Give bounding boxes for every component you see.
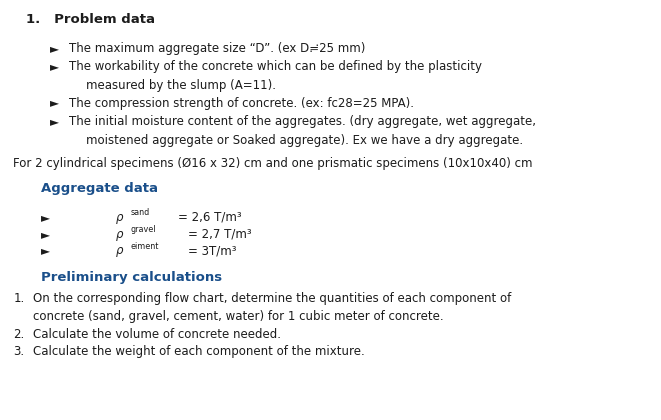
Text: Calculate the volume of concrete needed.: Calculate the volume of concrete needed. [33,328,281,341]
Text: measured by the slump (A=11).: measured by the slump (A=11). [86,79,276,92]
Text: moistened aggregate or Soaked aggregate). Ex we have a dry aggregate.: moistened aggregate or Soaked aggregate)… [86,134,523,147]
Text: 2.: 2. [13,328,24,341]
Text: For 2 cylindrical specimens (Ø16 x 32) cm and one prismatic specimens (10x10x40): For 2 cylindrical specimens (Ø16 x 32) c… [13,157,533,170]
Text: The compression strength of concrete. (ex: fc28=25 MPA).: The compression strength of concrete. (e… [69,97,414,110]
Text: Aggregate data: Aggregate data [41,182,158,195]
Text: = 2,6 T/m³: = 2,6 T/m³ [178,211,242,224]
Text: Preliminary calculations: Preliminary calculations [41,271,222,284]
Text: ►: ► [50,97,59,110]
Text: ρ: ρ [116,244,123,257]
Text: ►: ► [50,115,59,128]
Text: gravel: gravel [130,225,156,234]
Text: ►: ► [50,60,59,74]
Text: ►: ► [50,42,59,55]
Text: concrete (sand, gravel, cement, water) for 1 cubic meter of concrete.: concrete (sand, gravel, cement, water) f… [33,310,444,323]
Text: eiment: eiment [130,242,159,251]
Text: On the corresponding flow chart, determine the quantities of each component of: On the corresponding flow chart, determi… [33,292,512,305]
Text: Calculate the weight of each component of the mixture.: Calculate the weight of each component o… [33,345,365,358]
Text: The initial moisture content of the aggregates. (dry aggregate, wet aggregate,: The initial moisture content of the aggr… [69,115,537,128]
Text: The maximum aggregate size “D”. (ex D≓25 mm): The maximum aggregate size “D”. (ex D≓25… [69,42,366,55]
Text: ►: ► [41,228,50,241]
Text: sand: sand [130,208,149,217]
Text: 1.   Problem data: 1. Problem data [26,13,155,26]
Text: ►: ► [41,244,50,257]
Text: 3.: 3. [13,345,24,358]
Text: = 3T/m³: = 3T/m³ [188,244,237,257]
Text: ρ: ρ [116,211,123,224]
Text: 1.: 1. [13,292,24,305]
Text: ►: ► [41,211,50,224]
Text: ρ: ρ [116,228,123,241]
Text: The workability of the concrete which can be defined by the plasticity: The workability of the concrete which ca… [69,60,483,74]
Text: = 2,7 T/m³: = 2,7 T/m³ [188,228,252,241]
